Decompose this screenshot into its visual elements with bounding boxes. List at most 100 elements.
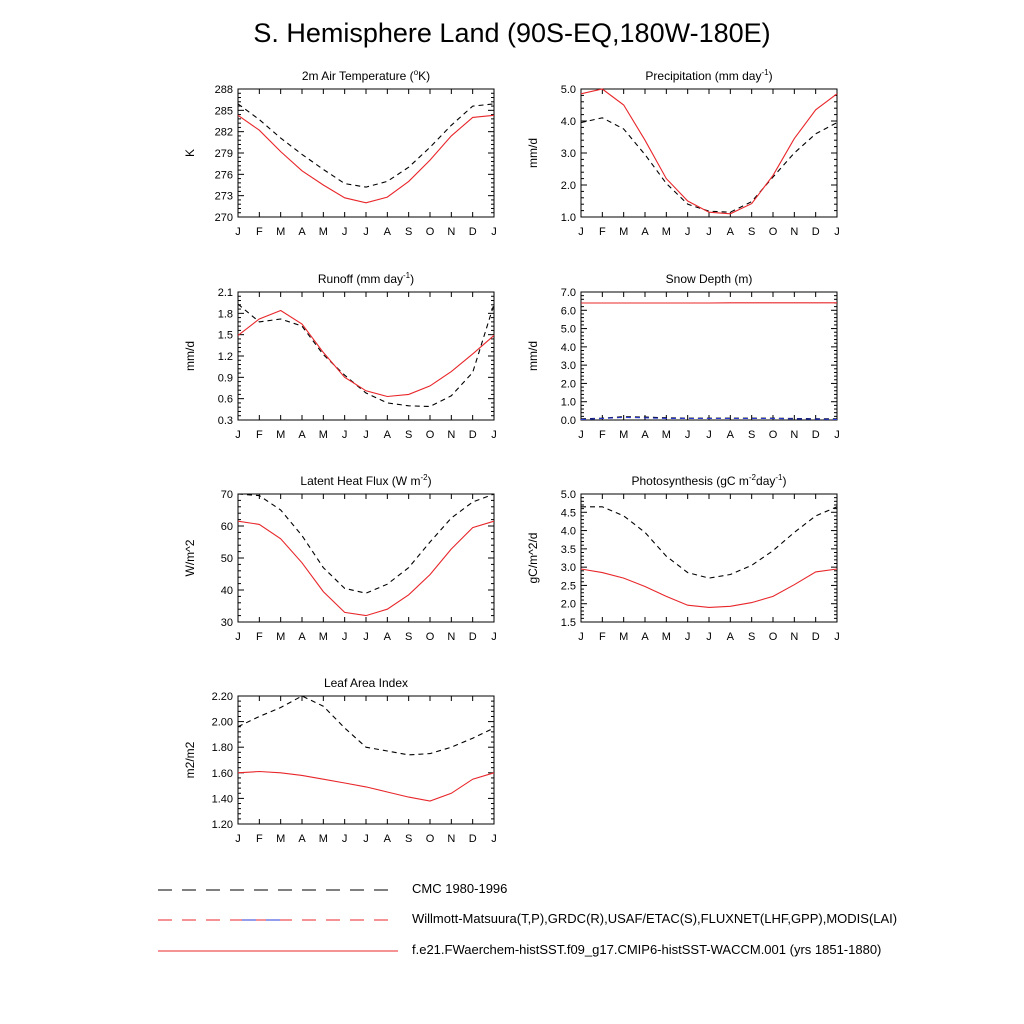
plot-frame xyxy=(580,493,838,623)
x-tick-label: S xyxy=(748,226,755,238)
series-line-1 xyxy=(581,506,838,579)
y-axis-label: mm/d xyxy=(183,341,197,371)
y-tick-label: 5.0 xyxy=(561,84,576,96)
x-tick-label: J xyxy=(834,226,840,238)
x-tick-label: O xyxy=(769,226,778,238)
chart-panel-2: J F M A M J J A S O N D J1.02.03.04.05.0mm/dPrecipit… xyxy=(526,68,840,238)
x-tick-label: F xyxy=(599,631,606,643)
y-tick-label: 4.0 xyxy=(561,116,576,128)
series-line-2 xyxy=(237,770,495,802)
y-tick-label: 1.8 xyxy=(218,308,233,320)
x-tick-label: M xyxy=(619,226,628,238)
x-tick-label: J xyxy=(342,833,348,845)
x-tick-label: O xyxy=(769,429,778,441)
panel-title: Precipitation (mm day-1) xyxy=(645,68,772,83)
x-tick-label: J xyxy=(706,226,712,238)
panel-title: Runoff (mm day-1) xyxy=(318,271,414,286)
x-tick-label: M xyxy=(276,631,285,643)
x-tick-label: J xyxy=(491,631,497,643)
x-tick-label: A xyxy=(641,429,649,441)
x-tick-label: J xyxy=(706,429,712,441)
series-line-2 xyxy=(237,520,495,617)
x-tick-label: A xyxy=(384,226,392,238)
x-tick-label: F xyxy=(256,226,263,238)
x-tick-label: M xyxy=(319,833,328,845)
legend-label: Willmott-Matsuura(T,P),GRDC(R),USAF/ETAC… xyxy=(412,911,898,926)
x-tick-label: S xyxy=(405,429,412,441)
chart-panel-4: J F M A M J J A S O N D J0.01.02.03.04.05.06.07.0mm/… xyxy=(526,272,840,441)
x-tick-label: A xyxy=(298,226,306,238)
y-tick-label: 60 xyxy=(221,521,233,533)
x-tick-label: N xyxy=(447,226,455,238)
chart-panel-3: J F M A M J J A S O N D J0.30.60.91.21.51.82.1mm/dRu… xyxy=(183,271,497,441)
y-tick-label: 0.9 xyxy=(218,372,233,384)
legend-line-swatch xyxy=(158,889,390,891)
y-tick-label: 3.0 xyxy=(561,360,576,372)
x-tick-label: A xyxy=(641,631,649,643)
x-tick-label: J xyxy=(578,226,584,238)
x-tick-label: F xyxy=(256,631,263,643)
plot-frame xyxy=(237,493,495,623)
x-tick-label: A xyxy=(641,226,649,238)
panel-title: Snow Depth (m) xyxy=(666,272,753,286)
y-axis-label: m2/m2 xyxy=(183,741,197,778)
y-tick-label: 70 xyxy=(221,489,233,501)
x-tick-label: F xyxy=(256,429,263,441)
x-tick-label: M xyxy=(662,631,671,643)
y-tick-label: 285 xyxy=(215,105,233,117)
x-tick-label: J xyxy=(491,226,497,238)
chart-panel-6: J F M A M J J A S O N D J1.52.02.53.03.54.04.55.0gC/… xyxy=(526,473,840,643)
x-tick-label: D xyxy=(812,429,820,441)
x-tick-label: M xyxy=(662,429,671,441)
x-tick-label: A xyxy=(727,226,735,238)
series-line-1 xyxy=(237,303,495,408)
x-tick-label: D xyxy=(469,833,477,845)
y-tick-label: 2.0 xyxy=(561,180,576,192)
plot-frame xyxy=(237,291,495,421)
x-tick-label: J xyxy=(342,226,348,238)
y-tick-label: 0.6 xyxy=(218,394,233,406)
y-tick-label: 4.0 xyxy=(561,526,576,538)
y-tick-label: 0.3 xyxy=(218,415,233,427)
x-tick-label: A xyxy=(384,429,392,441)
x-tick-label: A xyxy=(298,631,306,643)
series-line-1 xyxy=(237,103,495,188)
y-tick-label: 1.5 xyxy=(561,617,576,629)
x-tick-label: M xyxy=(662,226,671,238)
x-tick-label: S xyxy=(748,631,755,643)
x-tick-label: M xyxy=(319,631,328,643)
figure-title: S. Hemisphere Land (90S-EQ,180W-180E) xyxy=(253,18,771,48)
x-tick-label: J xyxy=(685,429,691,441)
x-tick-label: N xyxy=(790,429,798,441)
series-line-2 xyxy=(580,568,838,608)
x-tick-label: F xyxy=(599,226,606,238)
x-tick-label: J xyxy=(363,226,369,238)
x-tick-label: A xyxy=(727,429,735,441)
y-tick-label: 1.0 xyxy=(561,212,576,224)
x-tick-label: A xyxy=(727,631,735,643)
x-tick-label: J xyxy=(235,833,241,845)
y-tick-label: 2.0 xyxy=(561,599,576,611)
x-tick-label: J xyxy=(363,833,369,845)
y-tick-label: 6.0 xyxy=(561,305,576,317)
y-tick-label: 0.0 xyxy=(561,415,576,427)
y-tick-label: 273 xyxy=(215,191,233,203)
x-tick-label: J xyxy=(235,631,241,643)
x-tick-label: S xyxy=(405,833,412,845)
chart-panel-7: J F M A M J J A S O N D J1.201.401.601.802.002.20m2/… xyxy=(183,676,497,845)
y-axis-label: K xyxy=(183,149,197,157)
y-tick-label: 282 xyxy=(215,127,233,139)
y-tick-label: 3.0 xyxy=(561,562,576,574)
y-tick-label: 279 xyxy=(215,148,233,160)
x-tick-label: A xyxy=(298,833,306,845)
x-tick-label: J xyxy=(235,226,241,238)
y-tick-label: 7.0 xyxy=(561,287,576,299)
x-tick-label: D xyxy=(469,631,477,643)
y-tick-label: 5.0 xyxy=(561,489,576,501)
x-tick-label: S xyxy=(405,631,412,643)
plot-frame xyxy=(237,695,495,825)
x-tick-label: J xyxy=(491,429,497,441)
series-line-1 xyxy=(237,493,495,594)
